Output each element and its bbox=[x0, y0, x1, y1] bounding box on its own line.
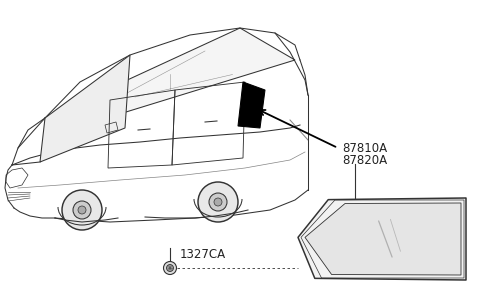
Circle shape bbox=[73, 201, 91, 219]
Circle shape bbox=[62, 190, 102, 230]
Circle shape bbox=[214, 198, 222, 206]
Circle shape bbox=[167, 265, 173, 271]
Polygon shape bbox=[40, 55, 130, 162]
Circle shape bbox=[209, 193, 227, 211]
Circle shape bbox=[198, 182, 238, 222]
Circle shape bbox=[78, 206, 86, 214]
Circle shape bbox=[169, 267, 171, 269]
Circle shape bbox=[164, 262, 177, 274]
Polygon shape bbox=[238, 82, 265, 128]
Text: 1327CA: 1327CA bbox=[180, 248, 226, 260]
Polygon shape bbox=[45, 28, 295, 120]
Text: 87810A: 87810A bbox=[342, 142, 387, 154]
Text: 87820A: 87820A bbox=[342, 153, 387, 167]
Polygon shape bbox=[305, 203, 461, 275]
Polygon shape bbox=[298, 198, 466, 280]
